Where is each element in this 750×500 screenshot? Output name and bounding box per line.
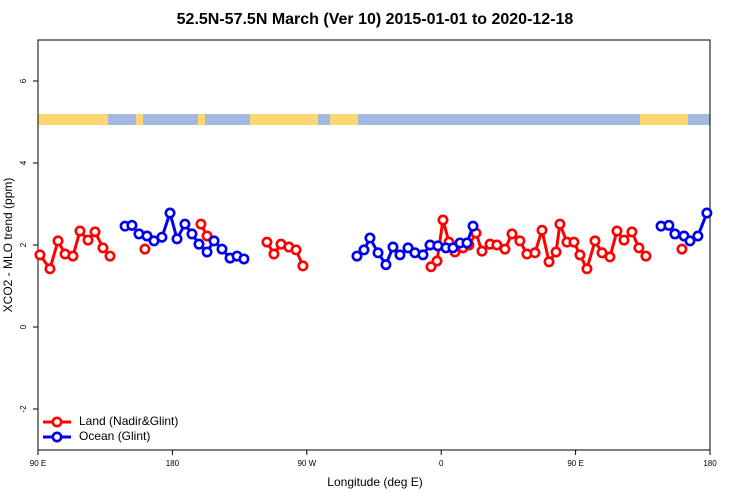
- data-point: [626, 226, 638, 238]
- x-axis-label: Longitude (deg E): [327, 475, 422, 489]
- data-point: [126, 219, 138, 231]
- data-point: [216, 243, 228, 255]
- legend-marker: [51, 431, 63, 443]
- y-tick-label: 6: [19, 78, 28, 83]
- data-point: [447, 242, 459, 254]
- y-tick-label: 2: [19, 242, 28, 247]
- data-point: [467, 220, 479, 232]
- x-tick-label: 90 W: [297, 459, 316, 468]
- data-point: [364, 232, 376, 244]
- data-point: [372, 247, 384, 259]
- data-point: [195, 218, 207, 230]
- legend-marker: [51, 416, 63, 428]
- data-point: [201, 230, 213, 242]
- data-point: [568, 236, 580, 248]
- data-point: [611, 225, 623, 237]
- data-point: [394, 249, 406, 261]
- data-point: [692, 230, 704, 242]
- data-point: [34, 249, 46, 261]
- data-point: [499, 243, 511, 255]
- data-point: [67, 250, 79, 262]
- data-point: [193, 238, 205, 250]
- data-point: [431, 255, 443, 267]
- data-point: [186, 228, 198, 240]
- data-point: [261, 236, 273, 248]
- data-point: [536, 224, 548, 236]
- data-point: [268, 248, 280, 260]
- data-point: [701, 207, 713, 219]
- data-point: [491, 239, 503, 251]
- chart-title: 52.5N-57.5N March (Ver 10) 2015-01-01 to…: [177, 11, 574, 28]
- legend-label: Ocean (Glint): [79, 429, 150, 443]
- data-point: [238, 253, 250, 265]
- data-point: [44, 263, 56, 275]
- x-tick-label: 90 E: [30, 459, 46, 468]
- data-point: [141, 230, 153, 242]
- data-point: [550, 246, 562, 258]
- data-point: [358, 244, 370, 256]
- data-point: [297, 260, 309, 272]
- data-point: [676, 243, 688, 255]
- data-point: [581, 263, 593, 275]
- y-tick-label: -2: [19, 405, 28, 413]
- y-tick-label: 0: [19, 324, 28, 329]
- x-tick-label: 180: [703, 459, 717, 468]
- data-point: [543, 256, 555, 268]
- data-point: [89, 226, 101, 238]
- data-point: [74, 225, 86, 237]
- data-point: [514, 235, 526, 247]
- data-point: [669, 228, 681, 240]
- data-point: [554, 218, 566, 230]
- data-point: [574, 249, 586, 261]
- data-point: [97, 242, 109, 254]
- data-point: [663, 219, 675, 231]
- data-point: [596, 247, 608, 259]
- data-point: [633, 242, 645, 254]
- data-point: [52, 235, 64, 247]
- data-point: [437, 214, 449, 226]
- data-point: [461, 237, 473, 249]
- data-point: [589, 235, 601, 247]
- y-axis-label: XCO2 - MLO trend (ppm): [1, 178, 15, 313]
- data-point: [618, 234, 630, 246]
- data-point: [208, 235, 220, 247]
- data-point: [529, 247, 541, 259]
- data-point: [506, 228, 518, 240]
- y-tick-label: 4: [19, 160, 28, 165]
- data-point: [179, 218, 191, 230]
- data-point: [417, 249, 429, 261]
- x-tick-label: 180: [166, 459, 180, 468]
- x-tick-label: 90 E: [567, 459, 583, 468]
- data-point: [604, 251, 616, 263]
- x-tick-label: 0: [439, 459, 444, 468]
- data-point: [171, 233, 183, 245]
- legend-label: Land (Nadir&Glint): [79, 414, 178, 428]
- data-point: [82, 234, 94, 246]
- data-point: [684, 235, 696, 247]
- data-point: [104, 250, 116, 262]
- data-point: [380, 259, 392, 271]
- data-point: [351, 250, 363, 262]
- data-point: [139, 243, 151, 255]
- data-point: [164, 207, 176, 219]
- land-ocean-strip: [38, 114, 710, 125]
- data-point: [640, 250, 652, 262]
- data-point: [402, 242, 414, 254]
- data-point: [201, 246, 213, 258]
- data-point: [387, 241, 399, 253]
- data-point: [476, 245, 488, 257]
- data-point: [290, 244, 302, 256]
- data-point: [156, 231, 168, 243]
